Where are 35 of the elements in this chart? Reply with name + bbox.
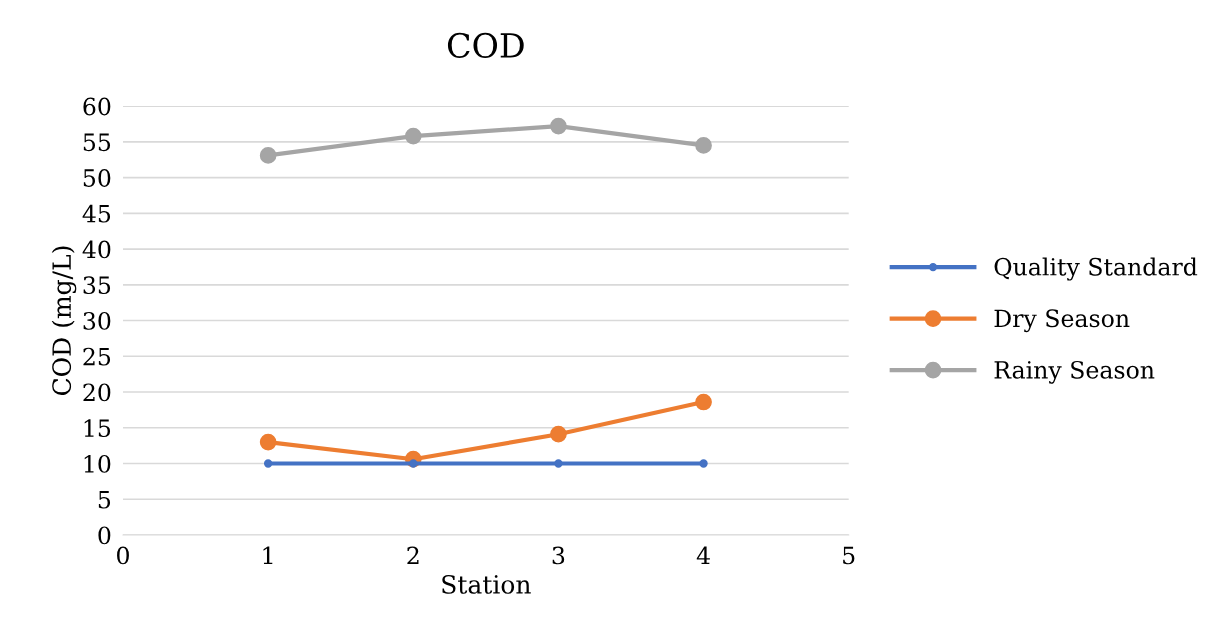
legend-label: Rainy Season — [994, 360, 1155, 384]
y-tick-label: 10 — [84, 454, 111, 473]
y-axis-title: COD (mg/L) — [51, 246, 77, 396]
point — [259, 147, 277, 164]
y-tick-label: 45 — [82, 204, 111, 223]
x-tick-label: 0 — [117, 546, 129, 565]
point — [259, 433, 277, 451]
y-tick-label: 35 — [83, 276, 111, 295]
x-axis-title: Station — [442, 574, 531, 594]
point — [550, 425, 567, 443]
x-tick-label: 3 — [552, 546, 565, 565]
y-tick-label: 60 — [83, 97, 111, 116]
x-tick-label: 1 — [263, 546, 273, 565]
y-tick-label: 0 — [98, 526, 111, 545]
chart-title: COD — [447, 32, 524, 58]
y-tick-label: 25 — [83, 347, 111, 366]
y-tick-label: 5 — [98, 490, 111, 509]
point — [550, 117, 567, 135]
point — [695, 393, 712, 411]
point — [695, 137, 712, 154]
y-tick-label: 20 — [83, 383, 111, 402]
y-tick-label: 40 — [82, 240, 111, 259]
legend-label: Quality Standard — [994, 257, 1198, 281]
y-tick-label: 50 — [83, 169, 111, 187]
y-tick-label: 15 — [84, 419, 111, 438]
point — [404, 127, 422, 145]
point — [554, 459, 563, 468]
x-tick-label: 2 — [407, 546, 419, 565]
x-tick-label: 5 — [843, 546, 855, 565]
x-tick-label: 4 — [696, 546, 710, 565]
point — [263, 459, 273, 468]
y-tick-label: 55 — [83, 133, 111, 152]
y-tick-label: 30 — [83, 311, 111, 330]
legend-label: Dry Season — [994, 309, 1130, 333]
point — [699, 459, 708, 468]
